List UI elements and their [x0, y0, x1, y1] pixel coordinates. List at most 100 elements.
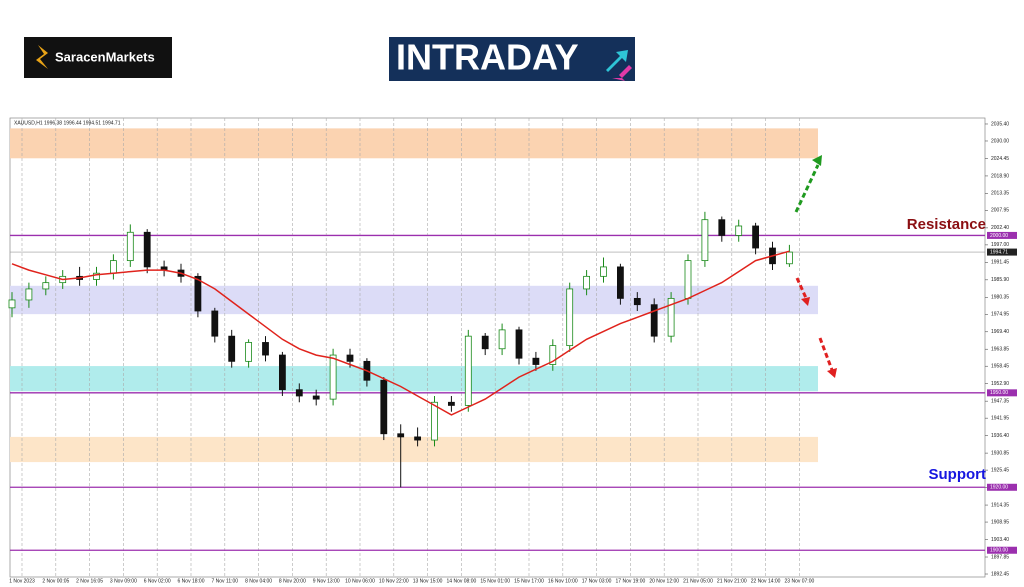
y-tick-label: 2018.90: [991, 173, 1009, 179]
x-tick-label: 20 Nov 12:00: [649, 578, 679, 584]
candle-body: [431, 401, 438, 441]
x-tick-label: 15 Nov 01:00: [480, 578, 510, 584]
x-tick-label: 13 Nov 15:00: [413, 578, 443, 584]
y-tick-label: 2024.45: [991, 156, 1009, 162]
y-tick-label: 2013.35: [991, 191, 1009, 197]
candle-body: [194, 275, 202, 312]
x-tick-label: 10 Nov 06:00: [345, 578, 375, 584]
y-tick-label: 2035.40: [991, 121, 1009, 127]
arrow-down-head: [801, 297, 810, 306]
candle-body: [633, 297, 641, 306]
candle-body: [228, 335, 236, 362]
candle-body: [414, 436, 422, 441]
y-tick-label: 1947.35: [991, 399, 1009, 405]
candle-body: [566, 288, 574, 347]
banner-text: INTRADAY: [396, 37, 579, 78]
zone: [10, 128, 818, 159]
y-tick-label: 1952.90: [991, 381, 1009, 387]
candle-body: [8, 299, 16, 309]
candle-body: [617, 266, 624, 299]
x-tick-label: 17 Nov 03:00: [582, 578, 612, 584]
brand-name: SaracenMarkets: [55, 49, 155, 64]
candle-body: [549, 345, 557, 365]
y-tick-label: 2002.40: [991, 225, 1009, 231]
candle-body: [245, 342, 253, 362]
candle-body: [667, 297, 675, 337]
price-tag: [987, 248, 1017, 256]
x-tick-label: 21 Nov 21:00: [717, 578, 747, 584]
x-tick-label: 6 Nov 02:00: [144, 578, 171, 584]
x-tick-label: 2 Nov 00:05: [42, 578, 69, 584]
arrow-down: [795, 277, 808, 299]
arrow-down-2-head: [827, 368, 837, 378]
candle-body: [295, 389, 303, 397]
brand-icon: [36, 45, 48, 69]
x-tick-label: 16 Nov 10:00: [548, 578, 578, 584]
candle-body: [380, 379, 388, 435]
candle-body: [278, 354, 286, 391]
y-tick-label: 1897.85: [991, 554, 1009, 560]
candle-body: [397, 433, 405, 438]
y-tick-label: 1991.45: [991, 260, 1009, 266]
y-tick-label: 1941.95: [991, 416, 1009, 422]
candle-body: [532, 357, 540, 365]
x-tick-label: 23 Nov 07:00: [785, 578, 815, 584]
candle-body: [481, 335, 489, 350]
candle-body: [42, 282, 50, 290]
x-tick-label: 6 Nov 18:00: [178, 578, 205, 584]
symbol-header: XAUUSD,H1 1996.38 1996.44 1994.51 1994.7…: [14, 120, 121, 126]
arrow-up-head: [812, 155, 822, 166]
candle-body: [701, 219, 709, 262]
candle-body: [650, 304, 658, 337]
level-tag-label: 1950.00: [990, 390, 1008, 396]
candle-body: [211, 310, 219, 337]
banner: [389, 37, 635, 81]
arrow-down-2: [818, 337, 834, 371]
candle-body: [752, 225, 759, 249]
y-tick-label: 1963.85: [991, 347, 1009, 353]
candle-body: [25, 288, 33, 301]
y-tick-label: 2007.95: [991, 208, 1009, 214]
support-label: Support: [929, 466, 987, 483]
x-tick-label: 2 Nov 16:05: [76, 578, 103, 584]
zone: [10, 436, 818, 463]
x-tick-label: 8 Nov 04:00: [245, 578, 272, 584]
x-tick-label: 7 Nov 11:00: [212, 578, 239, 584]
x-tick-label: 17 Nov 19:00: [616, 578, 646, 584]
y-tick-label: 1908.95: [991, 519, 1009, 525]
level-tag: [987, 483, 1017, 491]
candle-body: [600, 266, 607, 277]
level-tag-label: 1920.00: [990, 485, 1008, 491]
zone: [10, 366, 818, 392]
brand-logo: [24, 37, 172, 78]
y-tick-label: 1930.85: [991, 450, 1009, 456]
candle-body: [93, 272, 100, 280]
level-tag: [987, 231, 1017, 239]
candle-body: [735, 225, 743, 236]
x-tick-label: 22 Nov 14:00: [751, 578, 781, 584]
x-tick-label: 15 Nov 17:00: [514, 578, 544, 584]
x-tick-label: 14 Nov 08:00: [447, 578, 477, 584]
y-tick-label: 1980.35: [991, 295, 1009, 301]
candle-body: [447, 401, 455, 406]
y-tick-label: 1903.40: [991, 537, 1009, 543]
candle-body: [464, 335, 472, 406]
x-tick-label: 21 Nov 05:00: [683, 578, 713, 584]
y-tick-label: 1925.45: [991, 467, 1009, 473]
candle-body: [515, 329, 523, 359]
x-tick-label: 8 Nov 20:00: [279, 578, 306, 584]
y-tick-label: 1958.45: [991, 364, 1009, 370]
candle-body: [329, 354, 337, 400]
candle-body: [498, 329, 506, 350]
arrow-up: [794, 164, 820, 213]
banner-arrow-up: [606, 50, 628, 72]
y-tick-label: 1969.40: [991, 329, 1009, 335]
candle-body: [312, 395, 320, 400]
plot-frame: [9, 117, 986, 578]
x-tick-label: 1 Nov 2023: [9, 578, 35, 584]
banner-arrow-down: [612, 65, 632, 81]
price-tag-label: 1994.71: [990, 249, 1008, 255]
y-tick-label: 1997.00: [991, 242, 1009, 248]
